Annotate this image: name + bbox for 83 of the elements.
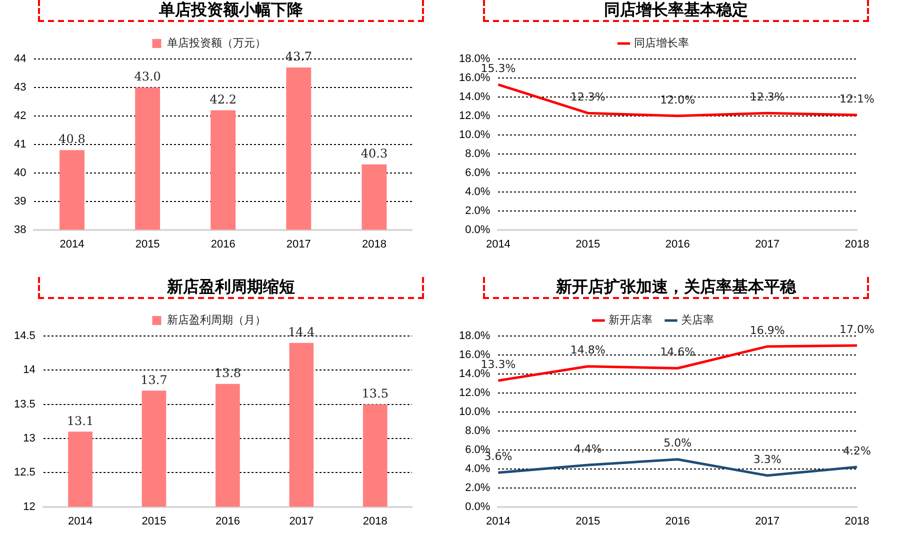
x-tick-label: 2016	[665, 238, 690, 250]
y-tick-label: 14.0%	[458, 368, 490, 380]
y-tick-label: 18.0%	[458, 53, 490, 66]
legend-label: 同店增长率	[634, 36, 689, 50]
y-tick-label: 10.0%	[458, 406, 490, 418]
x-tick-label: 2017	[755, 238, 780, 250]
x-tick-label: 2018	[362, 515, 388, 528]
chart-title: 新店盈利周期缩短	[38, 277, 424, 299]
data-label: 43.7	[285, 50, 312, 64]
legend-label: 新店盈利周期（月）	[166, 313, 266, 326]
x-tick-label: 2014	[60, 238, 84, 250]
legend-label: 关店率	[681, 313, 714, 326]
y-tick-label: 0.0%	[465, 224, 490, 236]
legend-label: 新开店率	[608, 313, 652, 326]
data-label: 43.0	[134, 70, 161, 84]
data-label: 13.8	[214, 366, 242, 380]
y-tick-label: 12.5	[14, 466, 36, 479]
y-tick-label: 2.0%	[465, 204, 490, 217]
y-tick-label: 16.0%	[458, 72, 490, 84]
data-label: 12.1%	[840, 92, 874, 106]
x-tick-label: 2017	[755, 515, 780, 528]
x-tick-label: 2016	[210, 238, 236, 250]
data-label: 14.8%	[570, 344, 606, 357]
x-tick-label: 2015	[142, 515, 166, 528]
data-label: 40.3	[360, 146, 388, 160]
y-tick-label: 2.0%	[465, 482, 490, 494]
y-tick-label: 13.5	[14, 398, 36, 410]
data-label: 3.6%	[484, 450, 512, 463]
x-tick-label: 2015	[576, 238, 600, 250]
y-tick-label: 42	[14, 110, 26, 122]
x-tick-label: 2016	[665, 515, 690, 528]
y-tick-label: 40	[14, 166, 26, 179]
data-label: 3.3%	[753, 452, 782, 466]
y-tick-label: 39	[14, 195, 26, 208]
data-label: 12.3%	[570, 90, 606, 104]
x-tick-label: 2018	[844, 238, 870, 250]
x-tick-label: 2014	[486, 238, 510, 250]
data-label: 13.5	[362, 386, 388, 400]
y-tick-label: 8.0%	[465, 148, 490, 160]
y-tick-label: 44	[14, 53, 26, 66]
y-tick-label: 10.0%	[458, 128, 490, 141]
y-tick-label: 43	[14, 82, 26, 94]
data-label: 17.0%	[840, 322, 874, 336]
data-label: 5.0%	[664, 436, 692, 450]
x-tick-label: 2017	[286, 238, 311, 250]
y-tick-label: 12.0%	[458, 110, 490, 122]
data-label: 40.8	[58, 132, 86, 146]
y-tick-label: 14.0%	[458, 90, 490, 103]
x-tick-label: 2017	[289, 515, 314, 528]
data-label: 14.6%	[660, 346, 696, 359]
y-tick-label: 14	[23, 364, 36, 376]
data-label: 13.1	[66, 414, 94, 428]
chart-title: 单店投资额小幅下降	[38, 0, 424, 22]
y-tick-label: 8.0%	[465, 424, 490, 437]
y-tick-label: 6.0%	[465, 166, 490, 179]
y-tick-label: 12	[23, 500, 36, 513]
data-label: 12.3%	[750, 90, 785, 104]
y-tick-label: 4.0%	[465, 186, 490, 198]
x-tick-label: 2015	[135, 238, 160, 250]
y-tick-label: 14.5	[14, 330, 36, 342]
data-label: 42.2	[210, 92, 236, 106]
data-label: 12.0%	[660, 93, 696, 106]
y-tick-label: 0.0%	[465, 500, 490, 513]
data-label: 4.2%	[843, 444, 871, 458]
y-tick-label: 13	[23, 432, 36, 445]
x-tick-label: 2016	[215, 515, 240, 528]
y-tick-label: 4.0%	[465, 462, 490, 475]
y-tick-label: 18.0%	[458, 330, 490, 342]
x-tick-label: 2015	[576, 515, 600, 528]
data-label: 16.9%	[750, 324, 785, 337]
data-label: 13.7	[140, 372, 168, 387]
chart-title: 同店增长率基本稳定	[483, 0, 869, 22]
y-tick-label: 41	[14, 138, 26, 150]
data-label: 14.4	[288, 324, 316, 339]
x-tick-label: 2014	[68, 515, 93, 528]
chart-title: 新开店扩张加速，关店率基本平稳	[483, 277, 869, 299]
data-label: 4.4%	[574, 442, 602, 456]
x-tick-label: 2014	[486, 515, 510, 528]
y-tick-label: 12.0%	[458, 386, 490, 399]
x-tick-label: 2018	[362, 238, 386, 250]
y-tick-label: 38	[14, 224, 26, 236]
x-tick-label: 2018	[844, 515, 870, 528]
legend-label: 单店投资额（万元）	[166, 36, 266, 50]
